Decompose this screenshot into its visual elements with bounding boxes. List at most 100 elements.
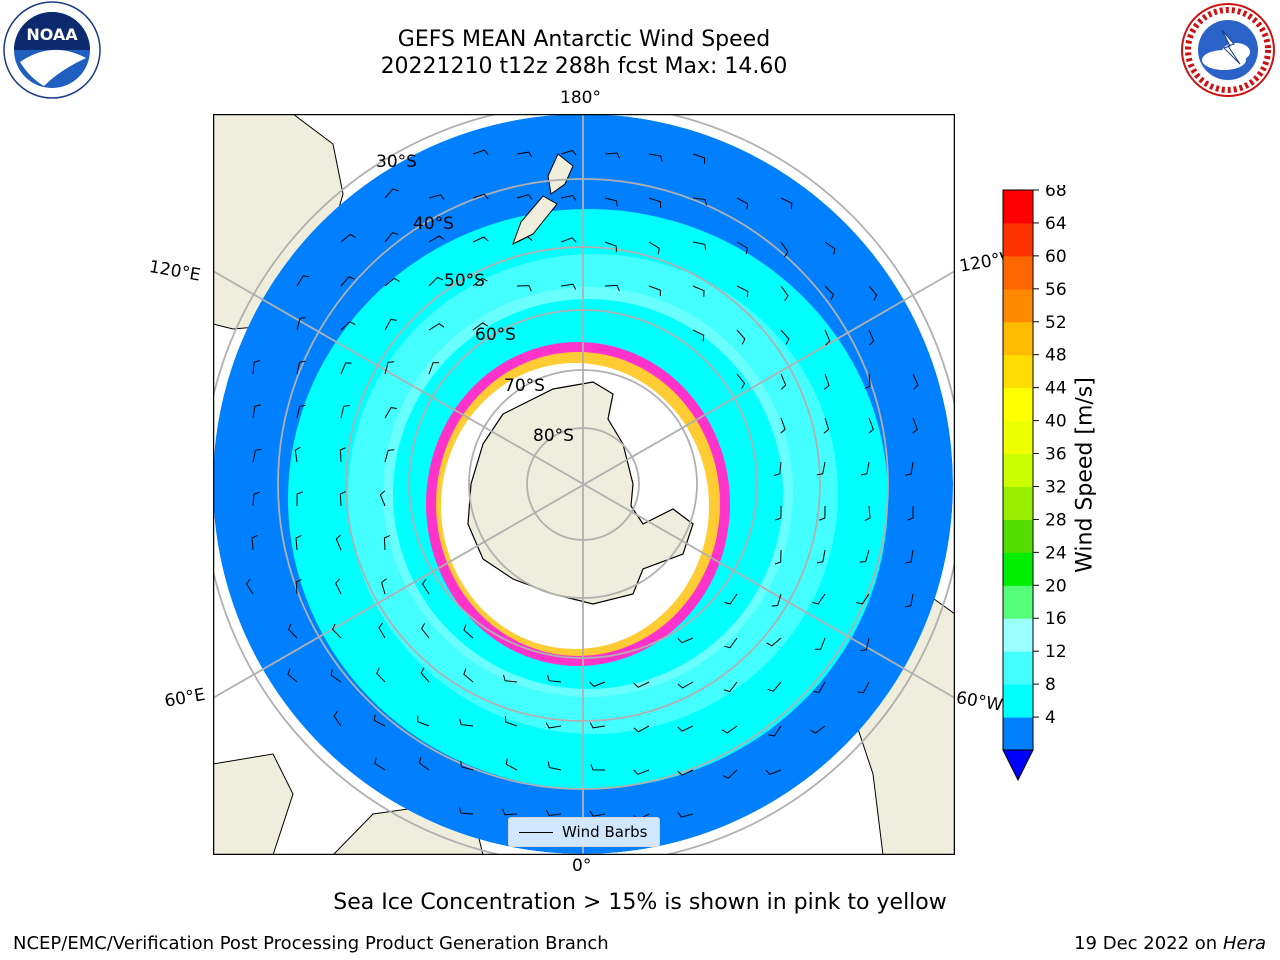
colorbar-segment xyxy=(1003,684,1033,718)
wind-barb xyxy=(463,668,474,683)
wind-barb xyxy=(463,624,474,639)
wind-barb xyxy=(677,769,694,776)
wind-barb xyxy=(295,579,302,595)
wind-barb xyxy=(904,593,914,608)
wind-barb xyxy=(648,197,662,208)
colorbar-segment xyxy=(1003,618,1033,652)
wind-barb xyxy=(868,285,878,301)
lat-label-60s: 60°S xyxy=(475,325,516,345)
colorbar-segment xyxy=(1003,552,1033,586)
wind-barb xyxy=(677,681,694,689)
wind-barb xyxy=(824,373,830,390)
lat-label-80s: 80°S xyxy=(533,426,574,446)
wind-barb xyxy=(287,668,298,683)
wind-barb xyxy=(505,758,518,771)
colorbar-segment xyxy=(1003,255,1033,290)
wind-barb xyxy=(810,725,826,734)
footer-date-text: 19 Dec 2022 on xyxy=(1074,933,1218,954)
footer-host: Hera xyxy=(1222,933,1266,954)
wind-barb xyxy=(604,152,621,159)
wind-barb xyxy=(459,718,474,727)
wind-barb xyxy=(864,373,871,390)
wind-barb xyxy=(868,417,874,434)
wind-barb xyxy=(648,285,661,297)
colorbar-tick-label: 8 xyxy=(1045,675,1056,695)
wind-barb xyxy=(677,812,694,818)
wind-barb xyxy=(589,722,606,729)
wind-barb xyxy=(340,362,352,375)
wind-barb xyxy=(819,505,826,521)
wind-barb xyxy=(376,667,386,683)
wind-barb xyxy=(814,637,826,650)
wind-barb xyxy=(378,622,386,639)
wind-barb xyxy=(589,810,606,817)
wind-barb xyxy=(773,461,782,476)
wind-barb xyxy=(420,623,430,639)
wind-barb xyxy=(296,491,303,507)
wind-barb xyxy=(335,534,342,551)
colorbar-label: Wind Speed [m/s] xyxy=(1072,377,1098,573)
wind-barb xyxy=(736,241,748,255)
colorbar-tick-label: 28 xyxy=(1045,510,1067,530)
wind-barb xyxy=(340,233,356,243)
wind-barbs xyxy=(245,149,919,821)
colorbar-tick-label: 32 xyxy=(1045,477,1067,497)
wind-barb xyxy=(604,241,617,253)
wind-barb xyxy=(860,637,870,652)
wind-barb xyxy=(774,549,782,565)
wind-barb xyxy=(813,681,826,693)
wind-barb xyxy=(335,578,342,595)
wind-barb xyxy=(765,769,782,775)
wind-barb xyxy=(383,535,391,551)
wind-barb xyxy=(516,236,533,243)
footer-credit: NCEP/EMC/Verification Post Processing Pr… xyxy=(13,933,609,954)
sea-ice-note: Sea Ice Concentration > 15% is shown in … xyxy=(333,890,947,915)
wind-barb xyxy=(373,714,386,727)
wind-barb xyxy=(860,461,870,476)
wind-barb xyxy=(823,417,830,434)
wind-barb xyxy=(384,407,397,419)
wind-barb xyxy=(502,809,518,816)
lat-label-30s: 30°S xyxy=(376,152,417,172)
wind-barb xyxy=(330,669,342,683)
wind-barb xyxy=(648,153,663,162)
wind-barb xyxy=(633,681,650,688)
lon-label-180: 180° xyxy=(560,88,601,108)
wind-barb xyxy=(547,674,562,683)
wind-barb xyxy=(677,725,694,732)
wind-barb xyxy=(252,404,261,419)
legend-label: Wind Barbs xyxy=(562,823,648,841)
wind-barb xyxy=(723,681,738,693)
lon-label-60w: 60°W xyxy=(954,688,1005,716)
wind-barb xyxy=(780,373,787,390)
wind-barb xyxy=(516,151,533,158)
chart-subtitle-run: 20221210 t12z 288h fcst Max: 14.60 xyxy=(380,54,788,79)
wind-barb xyxy=(677,637,694,644)
wind-barb xyxy=(604,284,620,292)
wind-barb xyxy=(516,285,532,292)
colorbar-segment xyxy=(1003,519,1033,553)
wind-barb xyxy=(692,329,705,342)
wind-barb xyxy=(384,449,395,463)
wind-barb xyxy=(780,241,789,258)
colorbar-segment xyxy=(1003,387,1033,422)
wind-barb xyxy=(692,241,707,251)
wind-barb xyxy=(692,197,707,206)
wind-barb xyxy=(824,329,831,346)
wind-barb xyxy=(692,285,705,297)
wind-barb xyxy=(472,322,488,331)
wind-barb xyxy=(545,809,562,817)
colorbar: 68 64 60 56 52 48 44 40 36 32 28 24 20 16 12 8 4 xyxy=(1002,185,1067,782)
footer-date: 19 Dec 2022 on Hera xyxy=(1074,933,1266,954)
wind-barb xyxy=(458,807,474,815)
colorbar-tick-label: 20 xyxy=(1045,576,1067,596)
colorbar-tick-label: 36 xyxy=(1045,445,1067,465)
wind-barb xyxy=(868,329,875,346)
wind-barb xyxy=(905,549,914,564)
wind-barb xyxy=(722,769,738,779)
wind-barb xyxy=(503,674,518,683)
colorbar-tick-label: 52 xyxy=(1045,313,1067,333)
wind-barb xyxy=(816,549,826,564)
wind-barb xyxy=(560,194,577,201)
wind-barb xyxy=(721,725,738,734)
